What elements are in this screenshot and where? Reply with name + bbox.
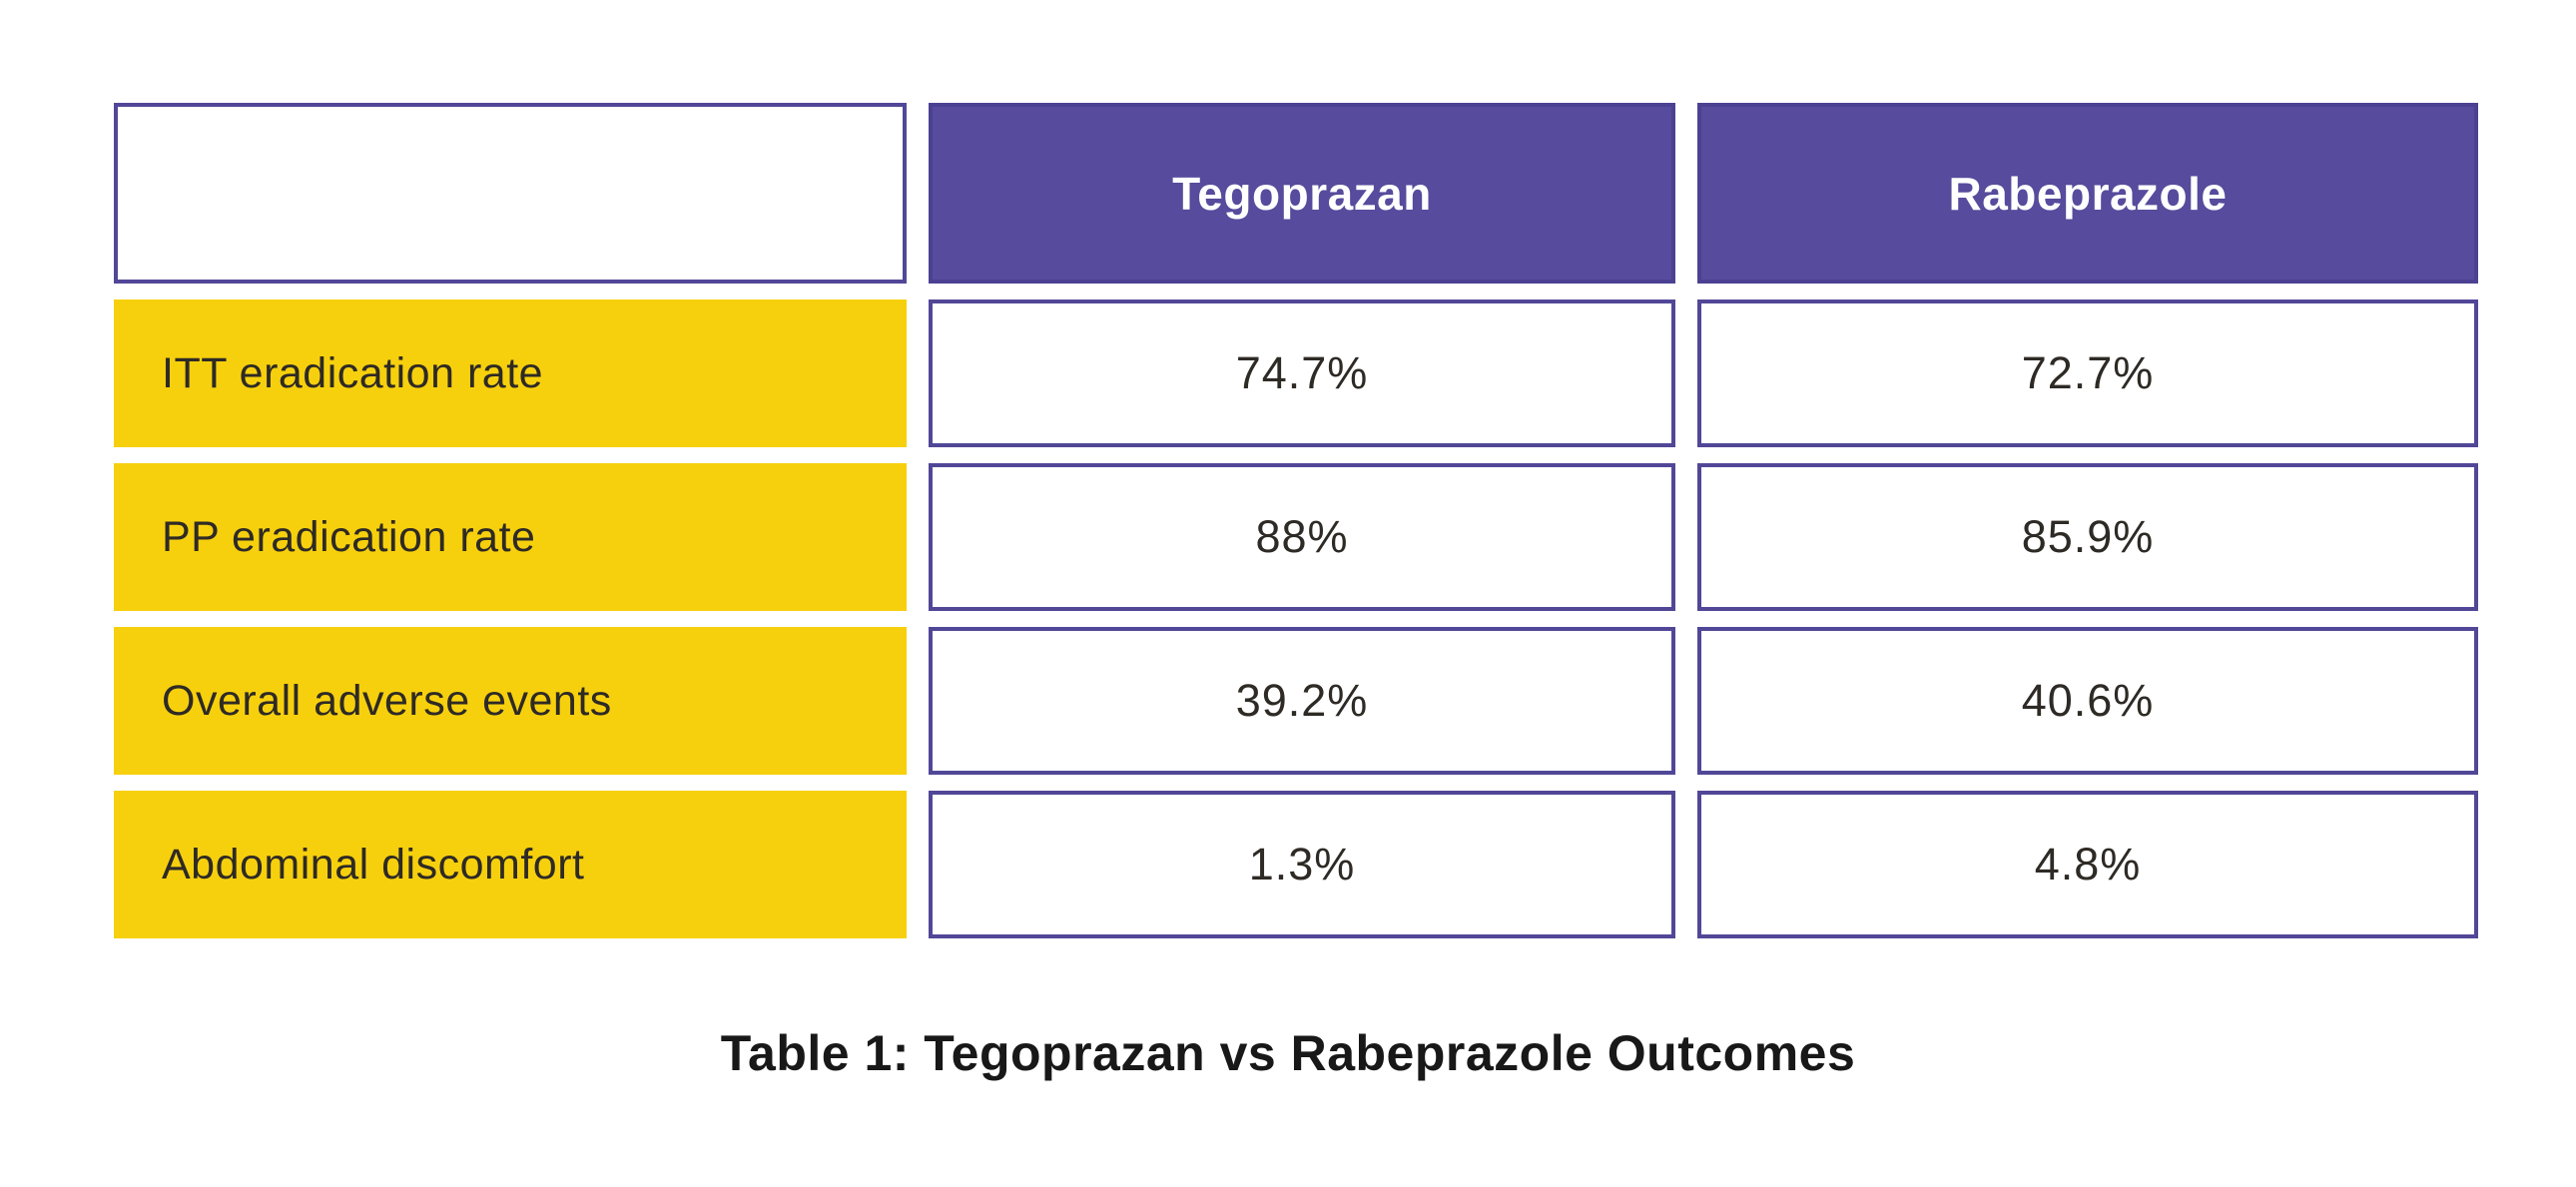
value-itt-tegoprazan: 74.7% [929, 299, 1675, 447]
outcomes-table: Tegoprazan Rabeprazole ITT eradication r… [114, 103, 2478, 938]
value-adverse-rabeprazole: 40.6% [1697, 627, 2478, 775]
row-label-pp-eradication-rate: PP eradication rate [114, 463, 907, 611]
value-itt-rabeprazole: 72.7% [1697, 299, 2478, 447]
value-pp-rabeprazole: 85.9% [1697, 463, 2478, 611]
row-label-overall-adverse-events: Overall adverse events [114, 627, 907, 775]
table-caption: Table 1: Tegoprazan vs Rabeprazole Outco… [720, 1025, 1856, 1081]
value-adverse-tegoprazan: 39.2% [929, 627, 1675, 775]
value-pp-tegoprazan: 88% [929, 463, 1675, 611]
column-header-tegoprazan: Tegoprazan [929, 103, 1675, 284]
value-abdominal-rabeprazole: 4.8% [1697, 791, 2478, 938]
corner-header-cell [114, 103, 907, 284]
row-label-itt-eradication-rate: ITT eradication rate [114, 299, 907, 447]
row-label-abdominal-discomfort: Abdominal discomfort [114, 791, 907, 938]
value-abdominal-tegoprazan: 1.3% [929, 791, 1675, 938]
column-header-rabeprazole: Rabeprazole [1697, 103, 2478, 284]
